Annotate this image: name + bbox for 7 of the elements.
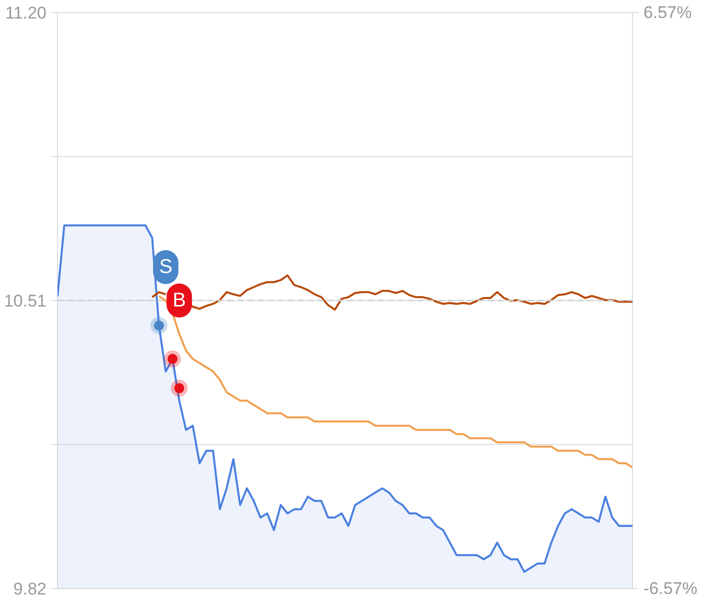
y2-tick-label: 6.57% <box>644 3 692 22</box>
y-tick-label: 9.82 <box>13 580 47 598</box>
annotation: B <box>172 290 186 312</box>
annotation: S <box>159 256 172 278</box>
y-tick-label: 11.20 <box>5 4 46 22</box>
y2-tick-label: -6.57% <box>644 579 698 598</box>
y-tick-label: 10.51 <box>4 292 47 310</box>
